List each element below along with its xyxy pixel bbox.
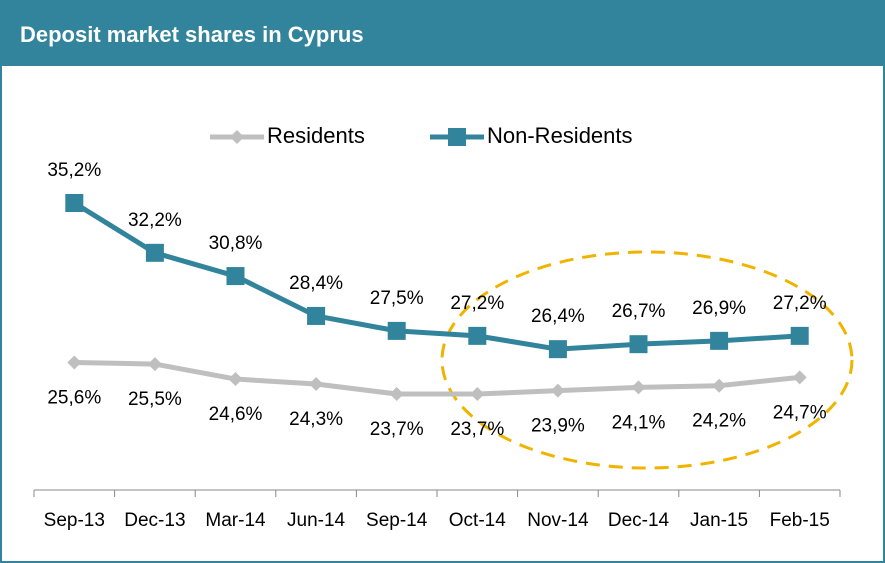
data-label: 23,7% — [370, 419, 424, 440]
data-label: 25,6% — [47, 387, 101, 408]
marker — [629, 335, 648, 354]
marker — [387, 321, 406, 340]
x-tick-label: Sep-14 — [366, 510, 428, 531]
data-label: 23,9% — [531, 416, 585, 437]
x-tick-label: Sep-13 — [44, 510, 105, 531]
x-tick-label: Oct-14 — [449, 510, 506, 531]
chart-title: Deposit market shares in Cyprus — [20, 22, 364, 47]
data-label: 25,5% — [128, 389, 182, 410]
x-tick-label: Dec-13 — [124, 510, 185, 531]
data-label: 26,4% — [531, 306, 585, 327]
marker — [226, 267, 245, 286]
marker — [631, 380, 646, 395]
legend-text: Non-Residents — [487, 123, 633, 148]
data-label: 28,4% — [289, 273, 343, 294]
x-tick-label: Jun-14 — [287, 510, 346, 531]
data-label: 24,1% — [612, 412, 666, 433]
marker — [145, 243, 164, 262]
marker — [307, 306, 326, 325]
data-label: 24,6% — [209, 404, 263, 425]
data-label: 27,5% — [370, 288, 424, 309]
marker — [147, 357, 162, 372]
highlight-ellipse — [440, 250, 854, 470]
data-label: 24,3% — [289, 409, 343, 430]
x-tick-label: Jan-15 — [690, 510, 748, 531]
legend-marker — [230, 130, 244, 144]
data-label: 30,8% — [209, 233, 263, 254]
legend-text: Residents — [267, 123, 365, 148]
marker — [468, 326, 487, 345]
marker — [790, 326, 809, 345]
x-tick-label: Feb-15 — [770, 510, 830, 531]
data-label: 35,2% — [47, 160, 101, 181]
series-line — [72, 200, 800, 352]
data-label: 23,7% — [450, 419, 504, 440]
header: Deposit market shares in Cyprus — [2, 2, 883, 66]
x-tick-label: Dec-14 — [608, 510, 670, 531]
data-label: 32,2% — [128, 210, 182, 231]
marker — [228, 372, 243, 387]
marker — [389, 387, 404, 401]
marker — [550, 383, 565, 398]
marker — [712, 378, 727, 393]
data-label: 26,7% — [612, 301, 666, 322]
data-label: 27,2% — [450, 293, 504, 314]
marker — [65, 194, 84, 212]
marker — [470, 387, 485, 401]
series-line — [74, 359, 800, 397]
data-label: 24,7% — [773, 402, 827, 423]
marker — [710, 331, 729, 350]
data-label: 27,2% — [773, 293, 827, 314]
data-label: 24,2% — [692, 411, 746, 432]
legend-marker — [448, 128, 466, 146]
marker — [548, 340, 567, 359]
data-label: 26,9% — [692, 298, 746, 319]
marker — [792, 370, 807, 385]
marker — [67, 355, 82, 370]
x-tick-label: Mar-14 — [205, 510, 266, 531]
marker — [309, 377, 324, 392]
x-tick-label: Nov-14 — [527, 510, 589, 531]
